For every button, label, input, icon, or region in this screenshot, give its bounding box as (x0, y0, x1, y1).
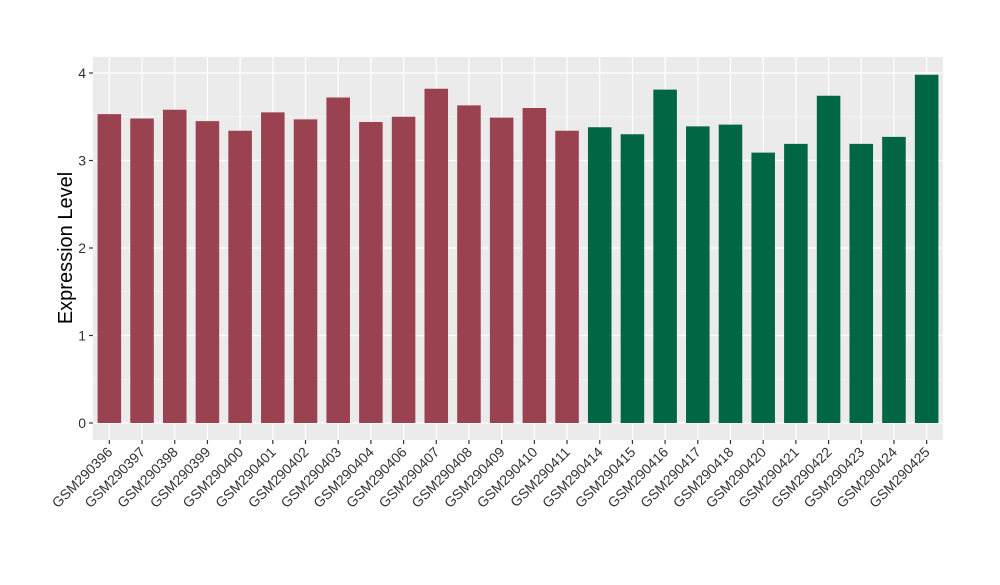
bar-GSM290396 (97, 114, 122, 423)
y-axis-label: Expression Level (55, 172, 77, 324)
bar-GSM290420 (751, 152, 775, 423)
bar-GSM290407 (424, 88, 449, 423)
bar-GSM290424 (882, 136, 906, 423)
bar-GSM290401 (261, 112, 285, 423)
y-tick-label: 0 (78, 415, 86, 431)
bar-GSM290398 (162, 109, 187, 423)
bar-GSM290425 (914, 74, 939, 423)
y-tick-label: 1 (78, 328, 86, 344)
bar-GSM290417 (686, 126, 710, 423)
y-axis: 0 1 2 3 4 (78, 65, 93, 431)
bar-GSM290418 (718, 124, 743, 423)
bar-GSM290408 (457, 105, 481, 423)
bar-GSM290414 (587, 127, 612, 423)
bar-GSM290404 (359, 122, 383, 423)
bar-GSM290399 (195, 121, 220, 423)
bar-GSM290415 (620, 134, 645, 423)
bar-GSM290400 (228, 130, 252, 423)
bar-GSM290409 (489, 117, 514, 423)
y-tick-label: 4 (78, 65, 86, 81)
bar-GSM290421 (784, 143, 808, 423)
bar-GSM290423 (849, 143, 874, 423)
bar-GSM290402 (293, 119, 318, 423)
bar-GSM290406 (391, 116, 416, 423)
y-tick-label: 3 (78, 153, 86, 169)
bar-GSM290422 (816, 95, 841, 423)
bar-GSM290403 (326, 97, 350, 423)
bar-GSM290411 (555, 130, 579, 423)
y-tick-label: 2 (78, 240, 86, 256)
x-axis: GSM290396GSM290397GSM290398GSM290399GSM2… (49, 440, 933, 511)
bars (97, 74, 939, 423)
bar-GSM290416 (653, 89, 677, 423)
bar-GSM290397 (130, 118, 154, 423)
bar-GSM290410 (522, 108, 547, 423)
